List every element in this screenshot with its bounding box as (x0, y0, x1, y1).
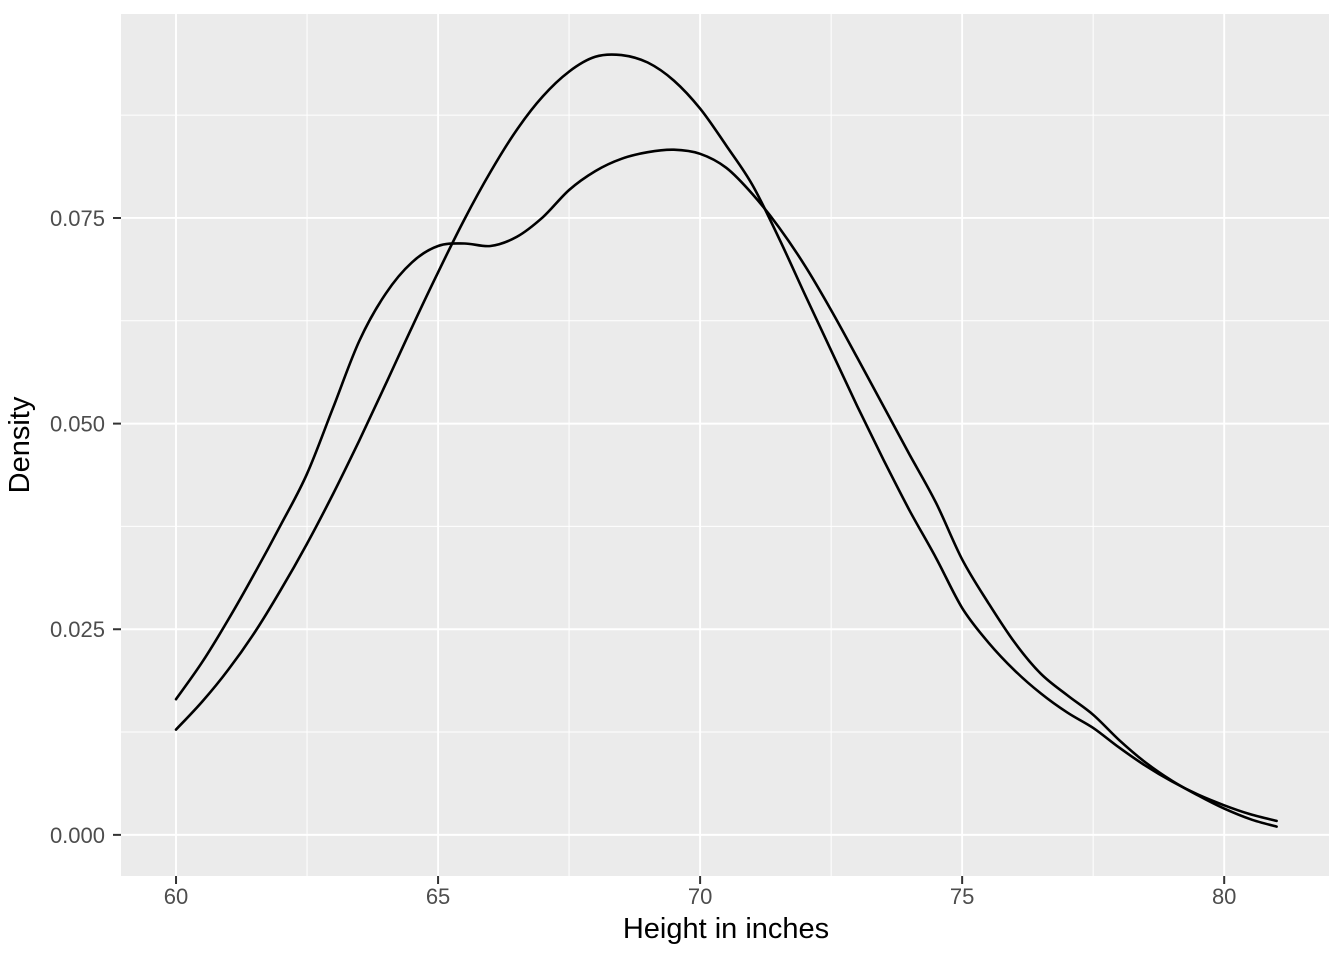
shouldered-density-curve (174, 148, 1278, 828)
density-curves (174, 53, 1278, 828)
minor-gridlines (121, 14, 1329, 876)
y-axis-ticks (113, 216, 121, 836)
x-axis-ticks (175, 876, 1226, 884)
x-axis-title: Height in inches (623, 913, 829, 945)
y-tick-label: 0.050 (50, 412, 105, 437)
unimodal-density-curve (174, 53, 1278, 823)
y-axis-tick-labels: 0.000 0.025 0.050 0.075 (50, 206, 105, 848)
y-tick-label: 0.075 (50, 206, 105, 231)
y-tick-label: 0.025 (50, 617, 105, 642)
x-tick-label: 65 (426, 884, 450, 909)
x-axis-tick-labels: 60 65 70 75 80 (164, 884, 1237, 909)
x-tick-label: 60 (164, 884, 188, 909)
major-gridlines (121, 14, 1329, 876)
x-tick-label: 80 (1212, 884, 1236, 909)
y-axis-title: Density (4, 396, 36, 493)
x-tick-label: 75 (950, 884, 974, 909)
y-tick-label: 0.000 (50, 823, 105, 848)
x-tick-label: 70 (688, 884, 712, 909)
